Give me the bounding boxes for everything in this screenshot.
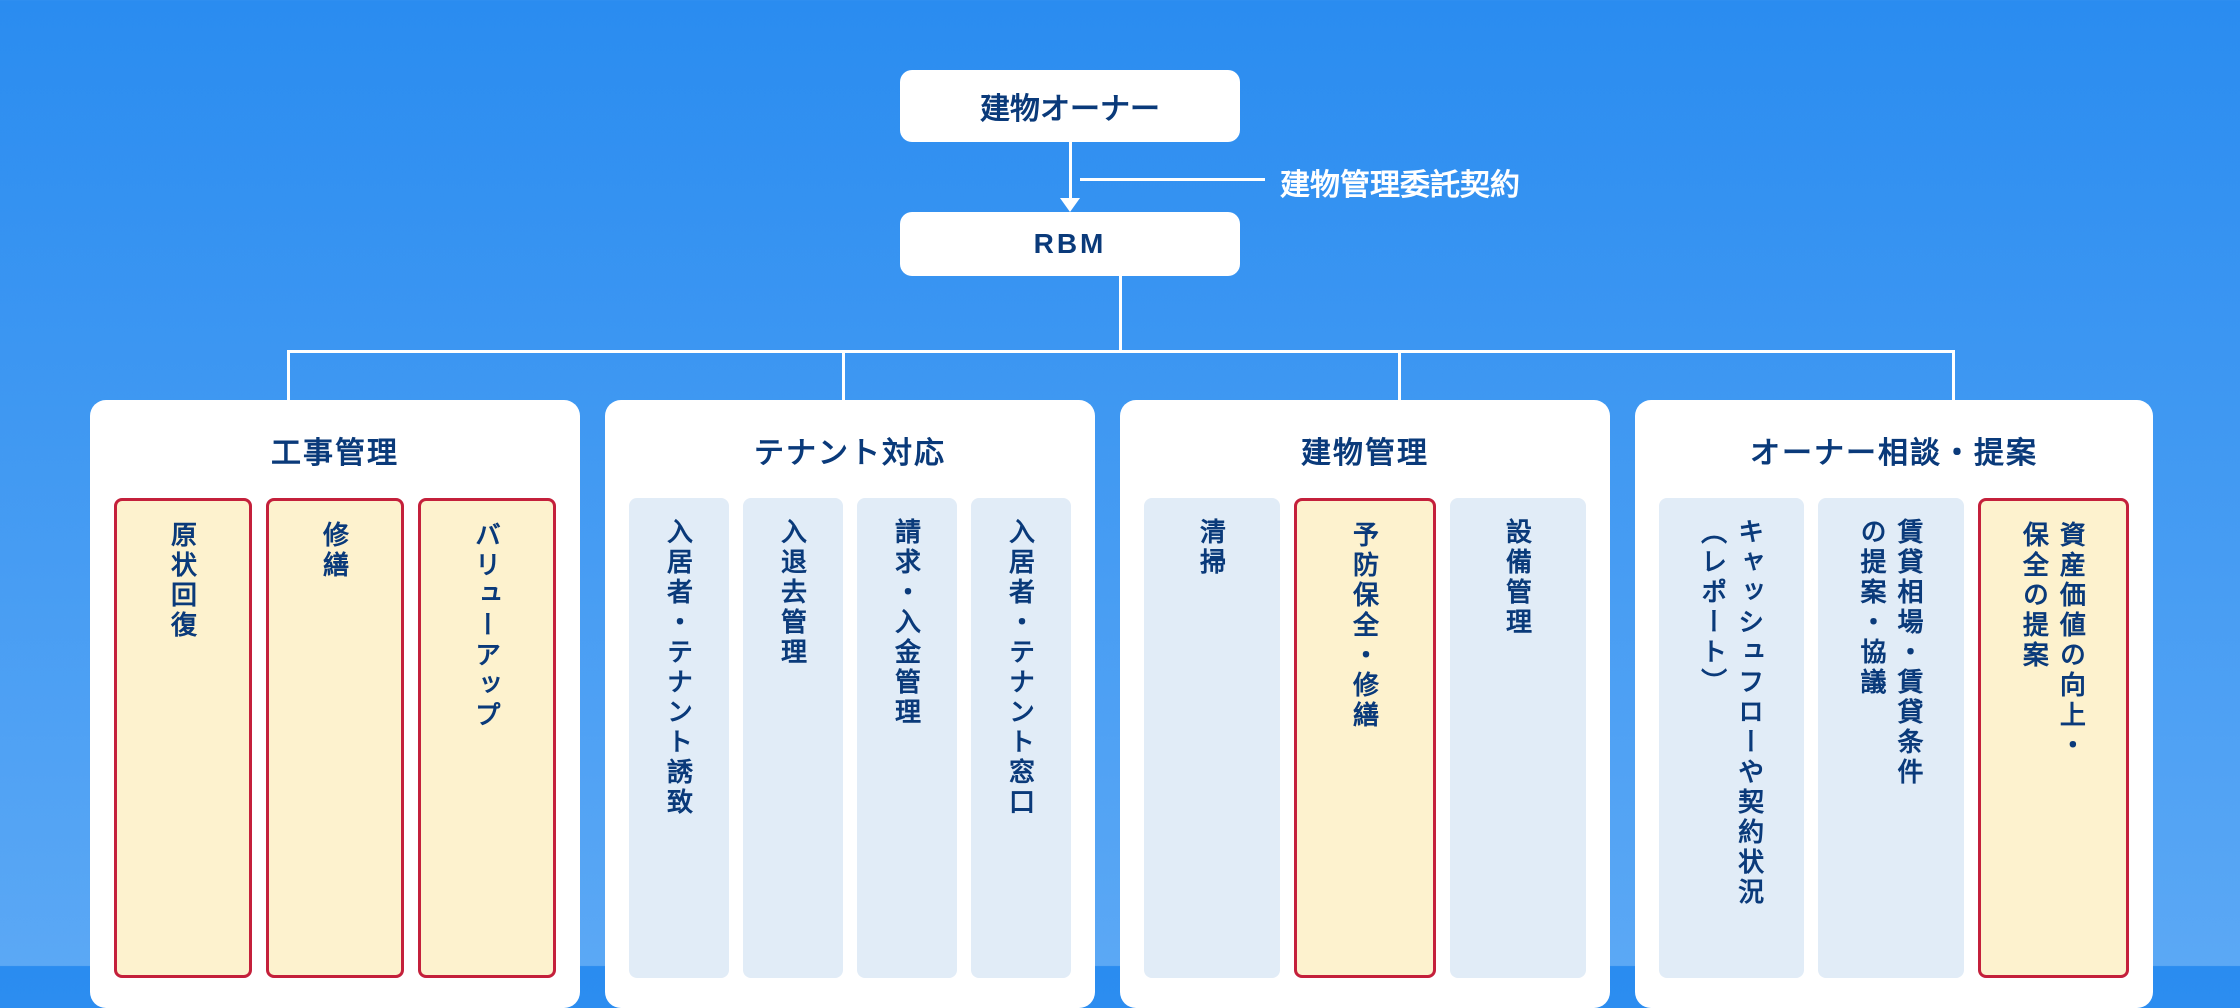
- category-title: オーナー相談・提案: [1659, 428, 2129, 472]
- tree-drop: [287, 350, 290, 400]
- arrow-shaft: [1069, 142, 1072, 198]
- category-item: 修繕: [266, 498, 404, 978]
- category-item: 入居者・テナント窓口: [971, 498, 1071, 978]
- category-item: バリューアップ: [418, 498, 556, 978]
- category-item: 保全の提案資産価値の向上・: [1978, 498, 2129, 978]
- category-item: （レポート）キャッシュフローや契約状況: [1659, 498, 1804, 978]
- item-col: の提案・協議: [1854, 498, 1891, 698]
- item-col: （レポート）: [1695, 498, 1732, 698]
- owner-label: 建物オーナー: [980, 84, 1160, 128]
- rbm-label: RBM: [1034, 228, 1107, 260]
- tree-trunk: [1119, 276, 1122, 350]
- category-item: 入退去管理: [743, 498, 843, 978]
- category-box: オーナー相談・提案（レポート）キャッシュフローや契約状況の提案・協議賃貸相場・賃…: [1635, 400, 2153, 1008]
- item-col: 保全の提案: [2016, 501, 2053, 671]
- category-items: （レポート）キャッシュフローや契約状況の提案・協議賃貸相場・賃貸条件保全の提案資…: [1659, 498, 2129, 978]
- item-col: 賃貸相場・賃貸条件: [1891, 498, 1928, 788]
- category-items: 入居者・テナント誘致入退去管理請求・入金管理入居者・テナント窓口: [629, 498, 1071, 978]
- category-title: 工事管理: [114, 428, 556, 472]
- category-item: 入居者・テナント誘致: [629, 498, 729, 978]
- category-item: 原状回復: [114, 498, 252, 978]
- category-item: の提案・協議賃貸相場・賃貸条件: [1818, 498, 1963, 978]
- category-box: テナント対応入居者・テナント誘致入退去管理請求・入金管理入居者・テナント窓口: [605, 400, 1095, 1008]
- category-title: テナント対応: [629, 428, 1071, 472]
- item-col: 資産価値の向上・: [2053, 501, 2090, 761]
- arrow-head-icon: [1060, 198, 1080, 212]
- category-items: 清掃予防保全・修繕設備管理: [1144, 498, 1586, 978]
- rbm-box: RBM: [900, 212, 1240, 276]
- item-col: キャッシュフローや契約状況: [1732, 498, 1769, 908]
- category-item: 清掃: [1144, 498, 1280, 978]
- owner-box: 建物オーナー: [900, 70, 1240, 142]
- tree-drop: [842, 350, 845, 400]
- tree-drop: [1398, 350, 1401, 400]
- tree-hbar: [287, 350, 1955, 353]
- side-connector-line: [1080, 178, 1265, 181]
- category-title: 建物管理: [1144, 428, 1586, 472]
- contract-label: 建物管理委託契約: [1280, 160, 1520, 204]
- tree-drop: [1952, 350, 1955, 400]
- category-item: 予防保全・修繕: [1294, 498, 1436, 978]
- category-item: 設備管理: [1450, 498, 1586, 978]
- category-item: 請求・入金管理: [857, 498, 957, 978]
- category-box: 工事管理原状回復修繕バリューアップ: [90, 400, 580, 1008]
- category-items: 原状回復修繕バリューアップ: [114, 498, 556, 978]
- category-box: 建物管理清掃予防保全・修繕設備管理: [1120, 400, 1610, 1008]
